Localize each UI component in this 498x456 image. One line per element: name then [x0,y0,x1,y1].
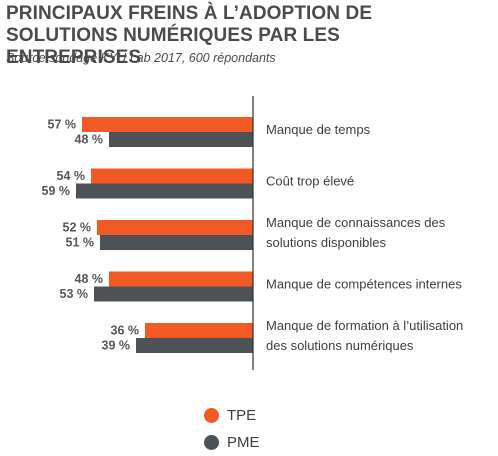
category-label-3: Manque de compétences internes [266,277,462,292]
value-label-pme-2: 51 % [66,236,95,250]
category-label-4-line-1: des solutions numériques [266,338,414,353]
value-label-tpe-4: 36 % [111,324,140,338]
bar-tpe-2 [97,220,253,235]
bar-tpe-4 [145,323,253,338]
legend-swatch-tpe [204,408,219,423]
legend-item-tpe: TPE [204,402,260,429]
legend: TPE PME [204,402,260,456]
legend-label-tpe: TPE [227,407,257,424]
value-label-pme-0: 48 % [75,133,104,147]
value-label-tpe-0: 57 % [48,118,77,132]
bar-pme-2 [100,235,253,250]
legend-swatch-pme [204,435,219,450]
legend-item-pme: PME [204,429,260,456]
bar-pme-3 [94,286,253,302]
legend-label-pme: PME [227,434,260,451]
bar-pme-4 [136,338,253,353]
category-label-0: Manque de temps [266,122,371,137]
bar-tpe-0 [82,117,253,132]
bar-pme-0 [109,132,253,147]
value-label-pme-1: 59 % [42,184,71,198]
value-label-tpe-1: 54 % [57,169,86,183]
value-label-pme-4: 39 % [102,339,131,353]
chart-title: PRINCIPAUX FREINS À L’ADOPTION DE SOLUTI… [6,3,373,68]
value-label-tpe-3: 48 % [75,272,104,286]
value-label-tpe-2: 52 % [63,221,92,235]
category-label-4-line-0: Manque de formation à l’utilisation [266,318,463,333]
category-label-1: Coût trop élevé [266,174,354,189]
bar-tpe-3 [109,271,253,287]
category-label-2-line-0: Manque de connaissances des [266,215,446,230]
bar-tpe-1 [91,168,253,184]
chart-subtitle: Source sondage KYU Lab 2017, 600 réponda… [6,51,276,65]
category-label-2-line-1: solutions disponibles [266,235,386,250]
bar-pme-1 [76,183,253,199]
value-label-pme-3: 53 % [60,287,89,301]
